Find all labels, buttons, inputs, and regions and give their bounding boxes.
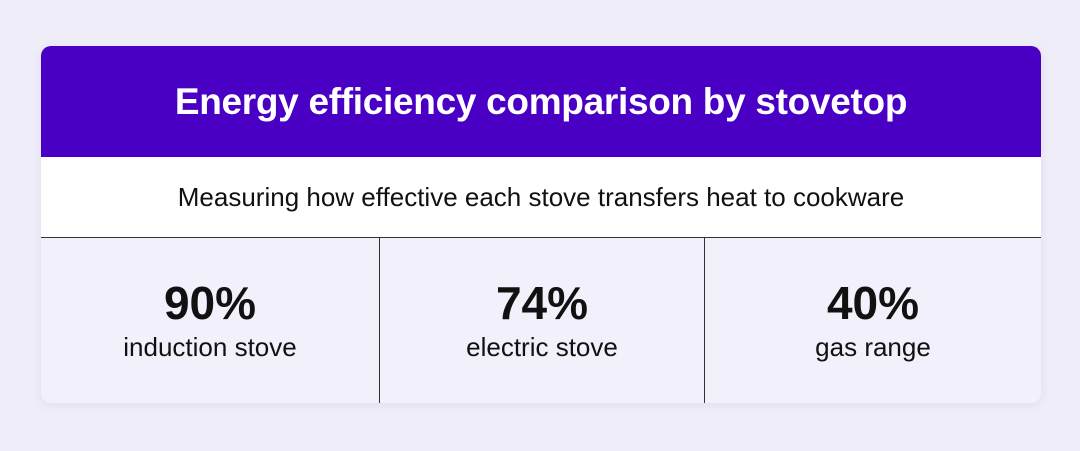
- stat-gas: 40% gas range: [704, 238, 1041, 403]
- stats-row: 90% induction stove 74% electric stove 4…: [41, 238, 1041, 403]
- stat-label: induction stove: [123, 332, 297, 363]
- stat-label: electric stove: [466, 332, 618, 363]
- stat-electric: 74% electric stove: [379, 238, 704, 403]
- stat-label: gas range: [815, 332, 931, 363]
- card-title: Energy efficiency comparison by stovetop: [41, 46, 1041, 157]
- stat-value: 74%: [495, 276, 589, 329]
- stat-value: 40%: [826, 276, 920, 329]
- card-subtitle: Measuring how effective each stove trans…: [41, 157, 1041, 238]
- comparison-card: Energy efficiency comparison by stovetop…: [41, 46, 1041, 403]
- stat-induction: 90% induction stove: [41, 238, 379, 403]
- stat-value: 90%: [163, 276, 257, 329]
